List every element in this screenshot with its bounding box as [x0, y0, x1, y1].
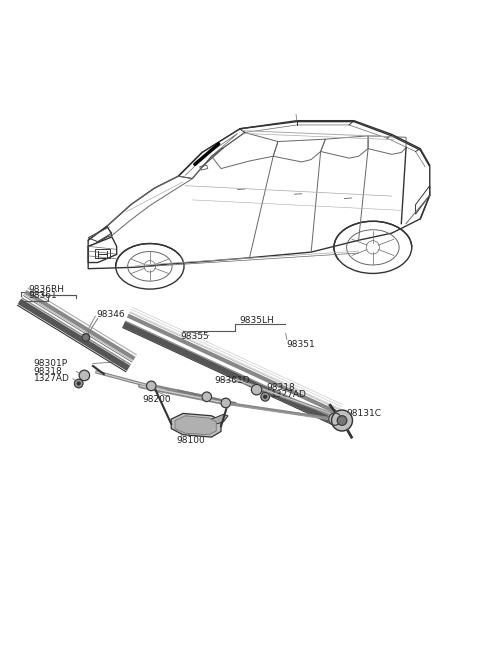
- Text: 98346: 98346: [96, 310, 125, 319]
- Circle shape: [252, 384, 262, 395]
- Text: 98351: 98351: [287, 340, 315, 349]
- Text: 98318: 98318: [34, 367, 62, 376]
- Text: 98301P: 98301P: [34, 359, 68, 368]
- Text: 98318: 98318: [266, 383, 295, 392]
- Circle shape: [264, 396, 266, 398]
- Circle shape: [332, 410, 352, 431]
- Text: 98131C: 98131C: [347, 409, 382, 418]
- Circle shape: [77, 382, 80, 385]
- Text: 98100: 98100: [176, 436, 204, 445]
- Text: 1327AD: 1327AD: [34, 375, 70, 383]
- Circle shape: [79, 370, 90, 380]
- Circle shape: [329, 413, 341, 425]
- Circle shape: [202, 392, 212, 401]
- Circle shape: [146, 381, 156, 390]
- Text: 98355: 98355: [180, 331, 209, 340]
- Polygon shape: [171, 413, 221, 437]
- Text: 98361: 98361: [29, 291, 58, 300]
- Circle shape: [221, 398, 230, 408]
- Polygon shape: [175, 416, 216, 435]
- Text: 9836RH: 9836RH: [29, 285, 65, 294]
- Circle shape: [261, 392, 269, 401]
- Bar: [96, 249, 109, 258]
- Circle shape: [82, 334, 90, 341]
- Text: 98301D: 98301D: [214, 376, 250, 384]
- Text: 9835LH: 9835LH: [239, 316, 274, 325]
- Circle shape: [74, 379, 83, 388]
- Circle shape: [337, 416, 347, 425]
- Polygon shape: [212, 415, 228, 425]
- Text: 1327AD: 1327AD: [271, 390, 307, 399]
- Text: 98200: 98200: [143, 395, 171, 403]
